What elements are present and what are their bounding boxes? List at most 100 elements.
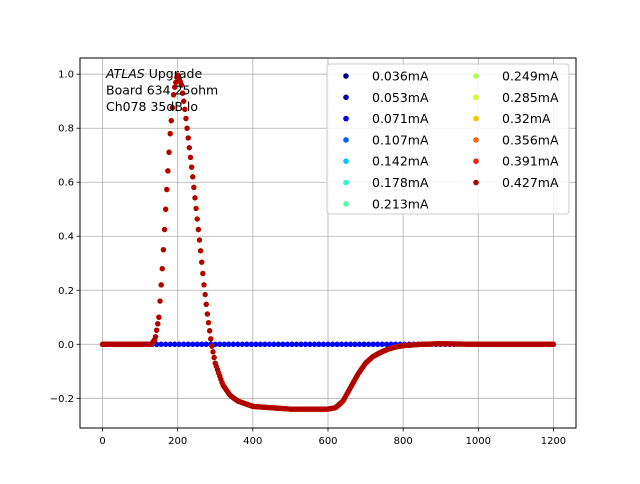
legend-marker bbox=[473, 94, 479, 101]
legend-marker bbox=[343, 115, 349, 122]
data-point bbox=[293, 341, 300, 347]
data-point bbox=[338, 341, 345, 347]
legend-marker bbox=[343, 158, 349, 164]
x-tick-label: 400 bbox=[243, 436, 262, 447]
data-point bbox=[186, 145, 192, 151]
data-point bbox=[384, 341, 390, 347]
data-point bbox=[199, 259, 205, 265]
data-point bbox=[194, 341, 200, 347]
legend-box bbox=[326, 63, 570, 215]
data-point bbox=[195, 226, 201, 233]
data-point bbox=[172, 341, 178, 347]
data-point bbox=[239, 341, 245, 347]
data-point bbox=[266, 341, 272, 347]
data-point bbox=[159, 266, 165, 272]
annotation-line: ATLAS Upgrade bbox=[105, 66, 202, 81]
annotation-text: ATLAS Upgrade Board 634 25ohm Ch078 35dB… bbox=[105, 66, 218, 114]
legend-label: 0.391mA bbox=[502, 154, 559, 169]
annotation-rest: Upgrade bbox=[145, 66, 203, 81]
legend-marker bbox=[473, 137, 479, 143]
data-point bbox=[550, 341, 557, 347]
data-point bbox=[163, 206, 169, 212]
x-tick-label: 800 bbox=[394, 436, 413, 447]
data-point bbox=[158, 341, 164, 347]
data-point bbox=[178, 82, 185, 88]
data-point bbox=[202, 291, 208, 298]
data-point bbox=[158, 282, 164, 288]
data-point bbox=[284, 341, 291, 347]
data-point bbox=[166, 149, 172, 155]
data-point bbox=[181, 98, 187, 104]
x-tick-label: 200 bbox=[168, 436, 187, 447]
data-point bbox=[226, 341, 232, 347]
data-point bbox=[302, 341, 309, 347]
legend-marker bbox=[343, 179, 349, 186]
data-point bbox=[361, 341, 367, 347]
legend-label: 0.071mA bbox=[372, 111, 429, 126]
y-tick-label: −0.2 bbox=[50, 394, 74, 405]
data-point bbox=[347, 341, 354, 347]
legend-label: 0.32mA bbox=[502, 111, 551, 126]
data-point bbox=[183, 115, 189, 122]
data-point bbox=[181, 341, 187, 347]
data-point bbox=[230, 341, 236, 347]
data-point bbox=[160, 247, 167, 253]
legend-label: 0.036mA bbox=[372, 69, 429, 84]
legend-marker bbox=[343, 137, 349, 143]
data-point bbox=[167, 341, 173, 347]
data-point bbox=[192, 195, 198, 201]
legend-label: 0.053mA bbox=[372, 90, 429, 105]
data-point bbox=[209, 343, 215, 349]
data-point bbox=[167, 131, 173, 137]
legend-marker bbox=[343, 94, 349, 101]
data-point bbox=[217, 341, 223, 347]
legend-label: 0.213mA bbox=[372, 196, 429, 211]
x-tick-label: 600 bbox=[318, 436, 337, 447]
data-point bbox=[170, 92, 177, 98]
data-point bbox=[280, 341, 286, 347]
y-tick-label: 0.0 bbox=[58, 340, 74, 351]
data-point bbox=[164, 186, 170, 193]
data-point bbox=[176, 341, 182, 347]
data-point bbox=[179, 90, 186, 96]
y-tick-label: 0.6 bbox=[58, 178, 74, 189]
data-point bbox=[169, 105, 176, 111]
data-point bbox=[185, 135, 191, 141]
data-point bbox=[211, 354, 217, 361]
legend-marker bbox=[473, 179, 479, 186]
annotation-italic: ATLAS bbox=[105, 66, 145, 81]
data-point bbox=[152, 334, 159, 340]
data-point bbox=[168, 118, 174, 124]
data-point bbox=[356, 341, 363, 347]
data-point bbox=[196, 237, 203, 243]
data-point bbox=[200, 270, 206, 277]
axis-ticks: 0 200 400 600 800 1000 1200 −0.2 0.0 0.2 0.4 0.6 0.8… bbox=[50, 70, 566, 447]
data-point bbox=[221, 341, 227, 347]
legend-marker bbox=[473, 73, 479, 79]
data-point bbox=[182, 106, 188, 112]
data-point bbox=[275, 341, 281, 347]
x-tick-label: 1000 bbox=[466, 436, 491, 447]
data-point bbox=[307, 341, 313, 347]
data-point bbox=[184, 125, 190, 131]
data-point bbox=[190, 174, 196, 180]
legend-marker bbox=[473, 158, 479, 164]
legend-label: 0.142mA bbox=[372, 154, 429, 169]
data-point bbox=[154, 327, 160, 333]
data-point bbox=[205, 320, 212, 326]
legend-label: 0.249mA bbox=[502, 69, 559, 84]
data-point bbox=[187, 154, 194, 160]
y-tick-label: 0.4 bbox=[58, 232, 74, 243]
data-point bbox=[161, 226, 168, 233]
data-point bbox=[329, 341, 336, 347]
data-point bbox=[203, 341, 209, 347]
data-point bbox=[185, 341, 191, 347]
data-point bbox=[191, 184, 197, 190]
data-point bbox=[248, 341, 254, 347]
data-point bbox=[201, 282, 207, 288]
data-point bbox=[193, 205, 199, 212]
legend-marker bbox=[473, 115, 479, 122]
data-point bbox=[208, 336, 214, 342]
